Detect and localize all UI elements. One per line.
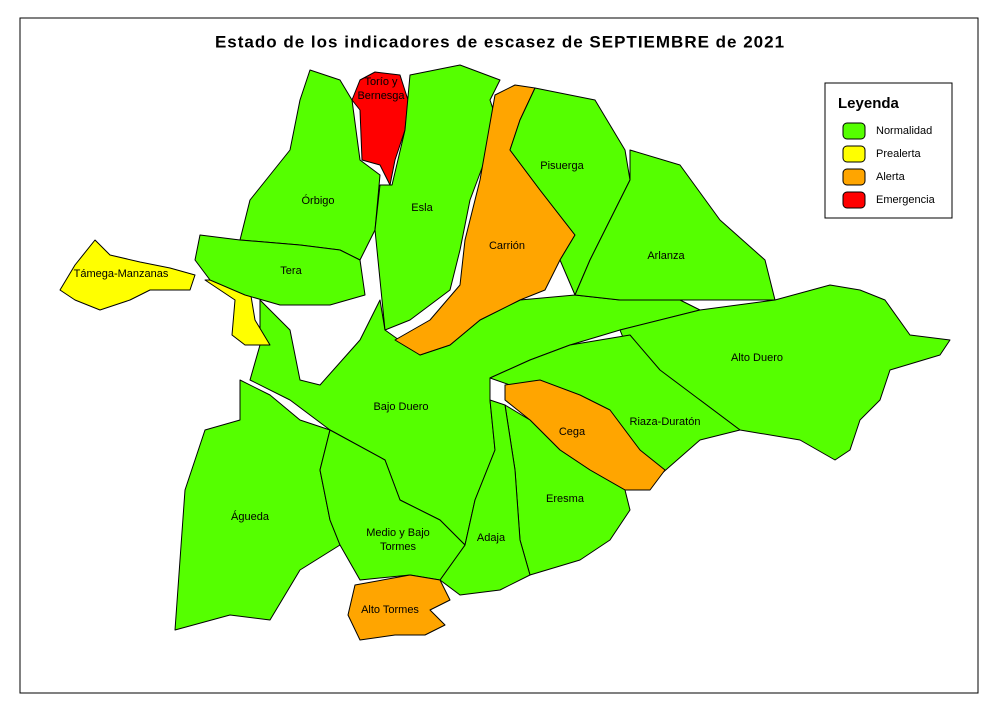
region-label: Tera: [280, 265, 302, 277]
region-label: Bernesga: [357, 90, 405, 102]
region-label: Bajo Duero: [373, 401, 428, 413]
region-label: Adaja: [477, 532, 506, 544]
legend-label: Emergencia: [876, 194, 936, 206]
legend-swatch: [842, 122, 866, 140]
legend-items: Normalidad Prealerta Alerta Emergencia: [842, 122, 936, 209]
region-label: Cega: [559, 426, 586, 438]
region-label: Pisuerga: [540, 160, 584, 172]
region: [59, 239, 196, 311]
region-label: Esla: [411, 202, 433, 214]
region-label: Alto Tormes: [361, 604, 419, 616]
region: [351, 71, 409, 186]
region: [374, 64, 501, 331]
region-label: Órbigo: [301, 194, 334, 207]
region-label: Támega-Manzanas: [74, 268, 169, 280]
region-labels: Bajo Duero Támega-Manzanas Órbigo Torío y Be…: [74, 76, 783, 616]
map-title: Estado de los indicadores de escasez de …: [215, 32, 785, 51]
region: [174, 379, 341, 631]
region-label: Medio y Bajo: [366, 527, 430, 539]
legend-title: Leyenda: [838, 95, 900, 112]
legend-label: Normalidad: [876, 125, 932, 137]
regions: [59, 64, 951, 641]
region-label: Riaza-Duratón: [630, 416, 701, 428]
legend-swatch: [842, 168, 866, 186]
region: [439, 399, 531, 596]
region-label: Alto Duero: [731, 352, 783, 364]
legend-label: Prealerta: [876, 148, 922, 160]
legend-swatch: [842, 191, 866, 209]
legend: Leyenda Normalidad Prealerta Alerta Emergen…: [824, 82, 953, 219]
region: [347, 574, 451, 641]
region-label: Torío y: [364, 76, 398, 88]
legend-label: Alerta: [876, 171, 906, 183]
region-label: Eresma: [546, 493, 585, 505]
region-label: Arlanza: [647, 250, 685, 262]
legend-swatch: [842, 145, 866, 163]
region: [194, 234, 366, 306]
region-label: Águeda: [231, 510, 270, 523]
region-label: Carrión: [489, 240, 525, 252]
region-label: Tormes: [380, 541, 417, 553]
region: [574, 149, 776, 301]
